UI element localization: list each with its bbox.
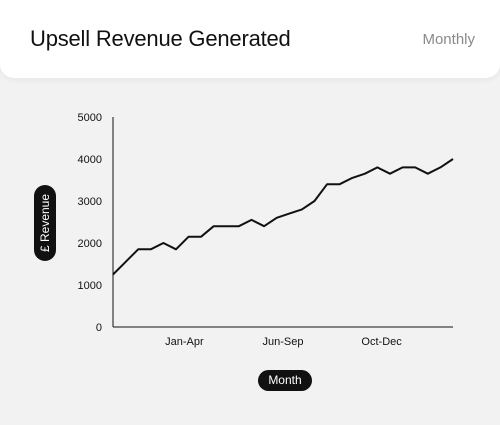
y-tick-label: 4000 xyxy=(78,154,102,166)
y-tick-label: 5000 xyxy=(78,112,102,124)
y-tick-label: 0 xyxy=(96,322,102,334)
period-selector[interactable]: Monthly xyxy=(422,31,475,48)
series-line xyxy=(112,158,454,276)
y-axis-label-text: £ Revenue xyxy=(38,193,52,253)
y-axis-label: £ Revenue xyxy=(34,185,56,261)
y-tick-label: 3000 xyxy=(78,196,102,208)
header-card: Upsell Revenue Generated Monthly xyxy=(0,0,500,78)
x-axis-label: Month xyxy=(258,370,312,391)
chart-title: Upsell Revenue Generated xyxy=(30,26,291,51)
y-tick-label: 1000 xyxy=(78,280,102,292)
x-tick-label: Jan-Apr xyxy=(165,336,204,348)
x-tick-label: Jun-Sep xyxy=(263,336,304,348)
x-tick-label: Oct-Dec xyxy=(361,336,402,348)
y-tick-label: 2000 xyxy=(78,238,102,250)
